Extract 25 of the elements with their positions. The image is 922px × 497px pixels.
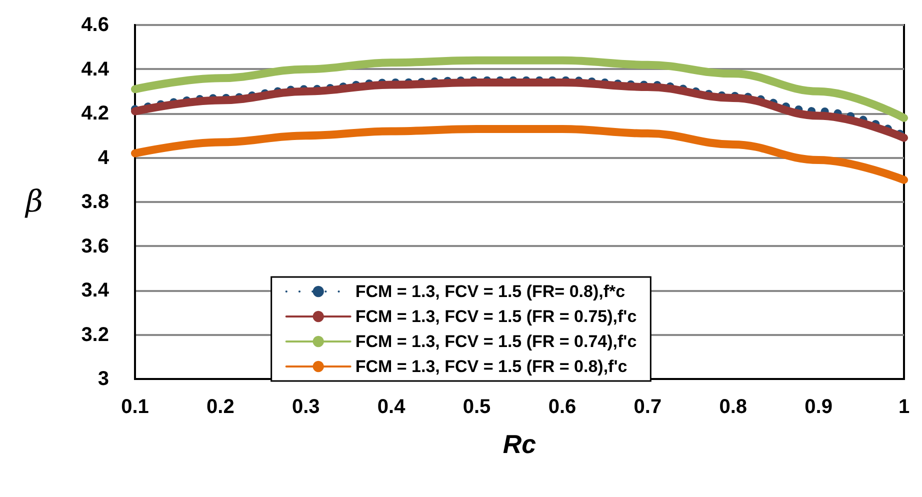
y-tick-label: 4.4 [81, 58, 110, 80]
y-tick-label: 4.6 [81, 14, 109, 36]
legend-label: FCM = 1.3, FCV = 1.5 (FR = 0.75),f'c [355, 307, 637, 326]
y-axis-title: β [24, 184, 43, 220]
x-tick-label: 0.8 [719, 396, 748, 418]
x-axis-title: Rc [502, 429, 537, 459]
y-tick-label: 4 [98, 146, 110, 169]
x-tick-label: 0.7 [634, 396, 662, 418]
legend-label: FCM = 1.3, FCV = 1.5 (FR= 0.8),f*c [355, 282, 626, 301]
y-tick-label: 4.2 [81, 102, 109, 124]
legend-label: FCM = 1.3, FCV = 1.5 (FR = 0.8),f'c [355, 357, 628, 376]
y-tick-label: 3.2 [81, 324, 109, 346]
y-tick-label: 3.8 [81, 191, 109, 213]
x-tick-label: 0.2 [206, 396, 234, 418]
x-tick-label: 0.5 [462, 396, 491, 418]
y-tick-label: 3.6 [81, 235, 109, 258]
x-tick-label: 0.3 [292, 396, 320, 418]
x-tick-label: 0.6 [548, 396, 576, 418]
legend-label: FCM = 1.3, FCV = 1.5 (FR = 0.74),f'c [355, 332, 637, 351]
y-tick-label: 3.4 [81, 280, 110, 302]
x-tick-label: 1 [898, 396, 910, 418]
y-tick-label: 3 [98, 368, 109, 390]
x-tick-label: 0.9 [804, 396, 832, 418]
x-tick-label: 0.1 [121, 396, 149, 418]
x-tick-label: 0.4 [377, 396, 406, 418]
